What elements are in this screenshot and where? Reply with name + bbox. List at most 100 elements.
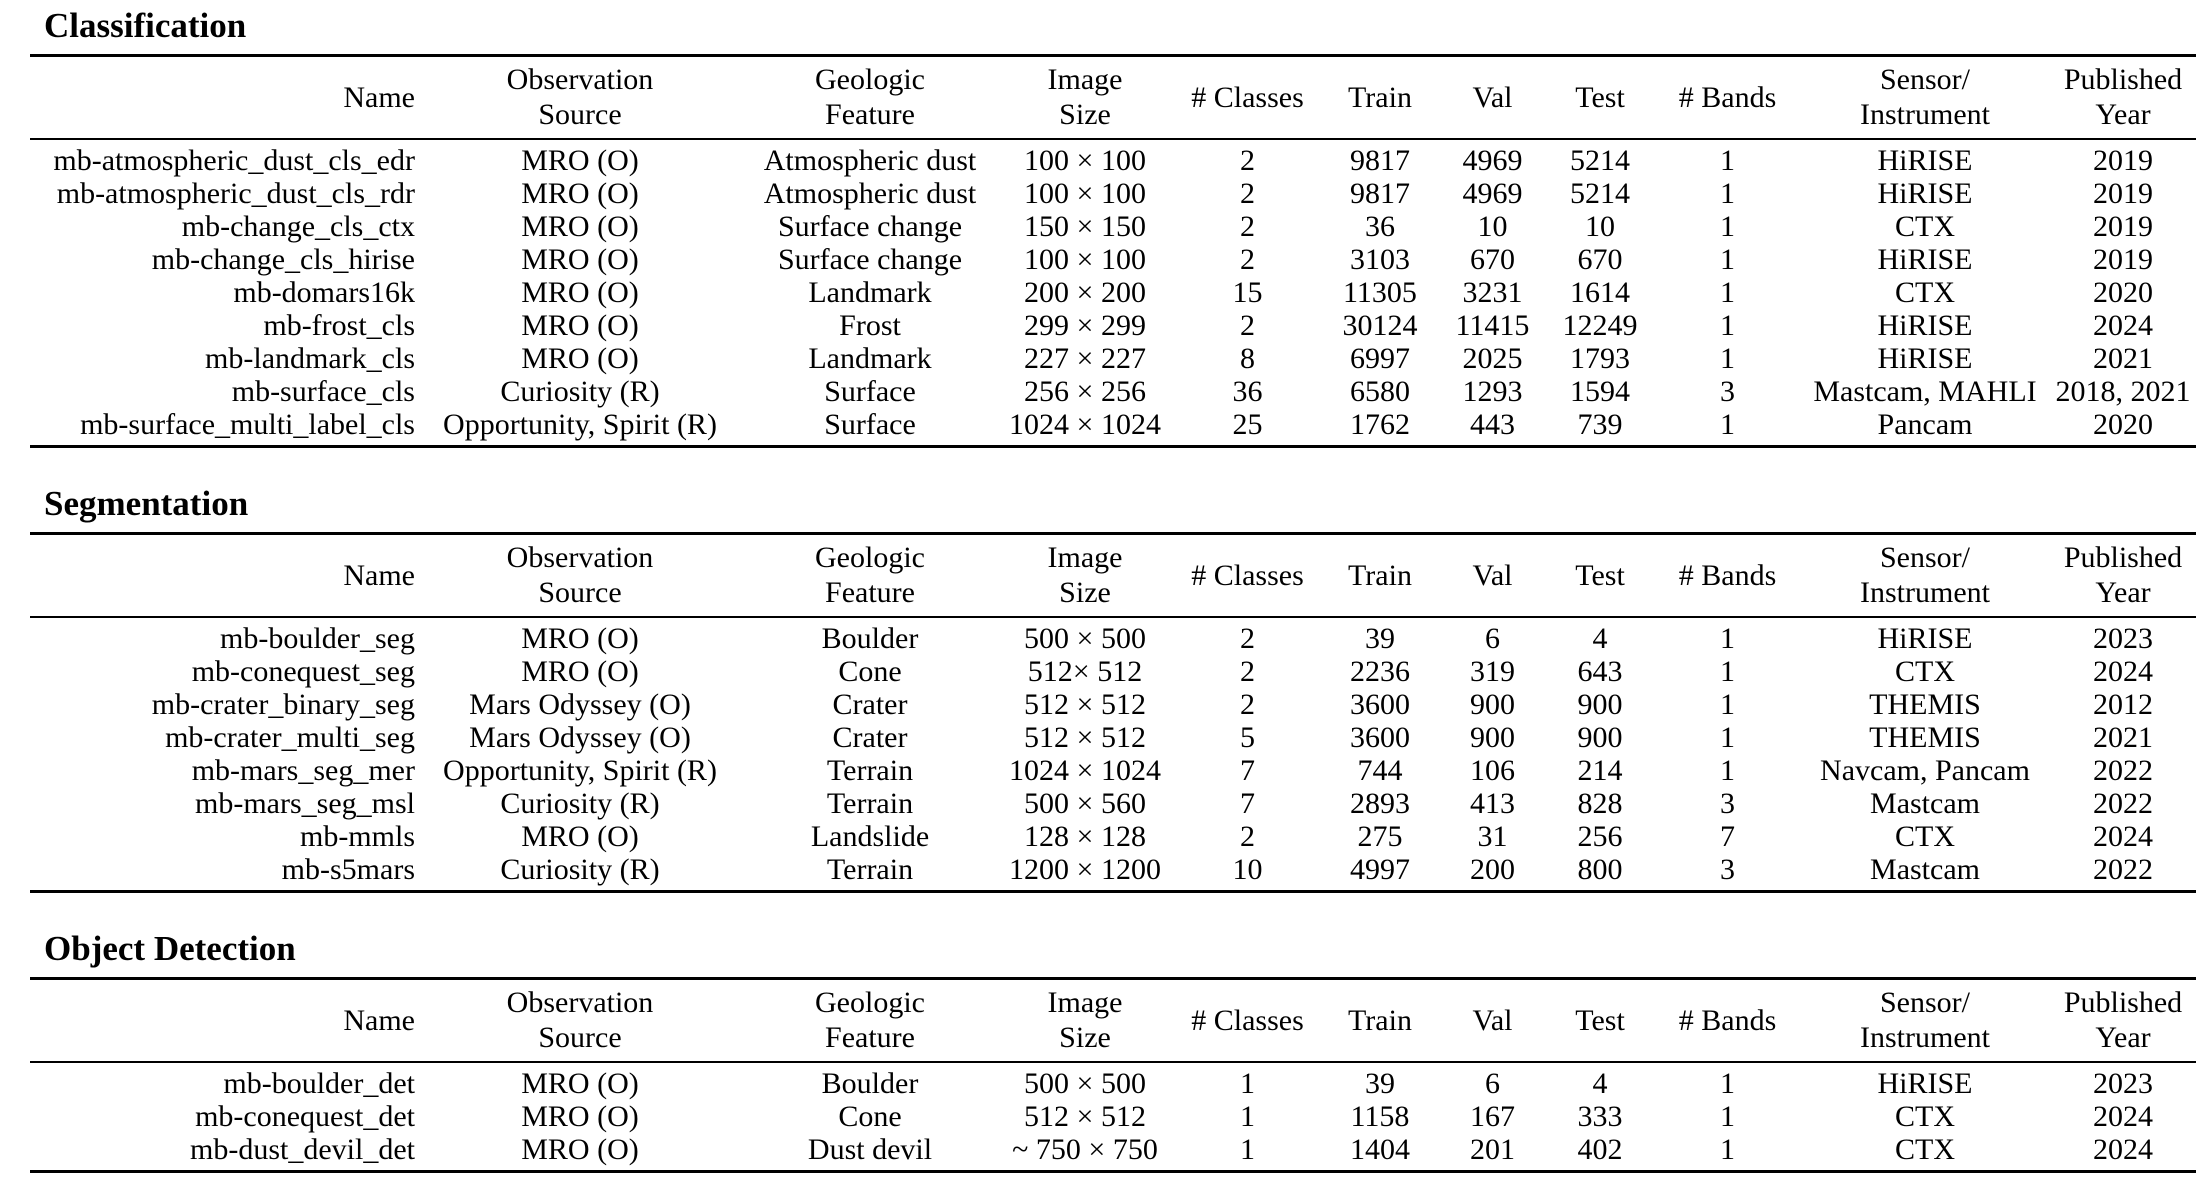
table-row: mb-frost_cls MRO (O) Frost 299 × 299 2 30124 1… [30,309,2196,342]
datasets-table-classification: Name Observation Source Geologic Feature Imag… [30,54,2196,448]
cell-bands: 3 [1720,853,1735,886]
column-header-classes: # Classes [1175,533,1320,618]
column-header-year: Published Year [2050,533,2196,618]
cell-test: 828 [1577,787,1623,820]
cell-feature: Surface [824,408,916,441]
cell-name: mb-conequest_seg [191,655,415,688]
cell-bands: 1 [1720,309,1735,342]
table-row: mb-conequest_seg MRO (O) Cone 512× 512 2 2236… [30,655,2196,688]
cell-train: 3600 [1350,688,1410,721]
cell-source: MRO (O) [521,342,639,375]
cell-val: 11415 [1455,309,1530,342]
column-header-line: Instrument [1860,1021,1990,1054]
cell-size: 500 × 560 [1024,787,1146,820]
cell-year: 2024 [2093,1133,2153,1166]
cell-sensor: HiRISE [1877,342,1973,375]
cell-size: 512× 512 [1027,655,1143,688]
column-header-line: Test [1575,80,1625,114]
cell-test: 1594 [1570,375,1630,408]
cell-sensor: THEMIS [1869,688,1981,721]
cell-feature: Cone [838,1100,902,1133]
section-title-classification: Classification [44,6,247,45]
column-header-line: Feature [825,1021,915,1054]
cell-val: 2025 [1462,342,1523,375]
cell-val: 413 [1470,787,1515,820]
cell-bands: 1 [1720,622,1735,655]
cell-size: 1024 × 1024 [1009,408,1161,441]
table-row: mb-domars16k MRO (O) Landmark 200 × 200 15 11… [30,276,2196,309]
table-section: Classification Name Observation Source Geol… [0,6,2208,448]
cell-name: mb-boulder_det [223,1067,415,1100]
cell-source: Opportunity, Spirit (R) [443,754,717,787]
column-header-feature: Geologic Feature [745,978,995,1063]
column-header-line: Observation [506,63,654,96]
column-header-line: Feature [825,576,915,609]
column-header-line: Val [1472,558,1513,592]
column-header-val: Val [1440,533,1545,618]
cell-size: ~ 750 × 750 [1012,1133,1158,1166]
table-row: mb-crater_multi_seg Mars Odyssey (O) Crate… [30,721,2196,754]
column-header-name: Name [30,533,415,618]
cell-train: 3600 [1350,721,1410,754]
column-header-line: # Classes [1191,558,1304,592]
cell-val: 443 [1470,408,1515,441]
cell-feature: Frost [839,309,901,342]
table-body: mb-atmospheric_dust_cls_edr MRO (O) Atmosp… [30,139,2196,447]
table-row: mb-crater_binary_seg Mars Odyssey (O) Crat… [30,688,2196,721]
cell-year: 2022 [2093,853,2153,886]
cell-source: MRO (O) [521,309,639,342]
cell-train: 39 [1365,622,1395,655]
cell-test: 670 [1577,243,1623,276]
cell-source: MRO (O) [521,243,639,276]
cell-classes: 2 [1240,210,1255,243]
column-header-classes: # Classes [1175,55,1320,140]
cell-year: 2018, 2021 [2055,375,2191,408]
cell-year: 2022 [2093,754,2153,787]
column-header-year: Published Year [2050,978,2196,1063]
column-header-line: Train [1348,558,1412,592]
cell-train: 2236 [1350,655,1410,688]
cell-test: 5214 [1570,144,1630,177]
cell-size: 100 × 100 [1024,243,1146,276]
cell-classes: 2 [1240,243,1255,276]
column-header-test: Test [1545,978,1655,1063]
cell-sensor: CTX [1895,1133,1955,1166]
table-row: mb-mmls MRO (O) Landslide 128 × 128 2 275 31 25… [30,820,2196,853]
cell-year: 2020 [2093,276,2153,309]
cell-test: 333 [1577,1100,1623,1133]
cell-train: 1762 [1350,408,1410,441]
column-header-line: Size [1059,576,1111,609]
table-section: Segmentation Name Observation Source Geolog… [0,484,2208,893]
column-header-bands: # Bands [1655,978,1800,1063]
cell-val: 167 [1470,1100,1515,1133]
cell-sensor: Navcam, Pancam [1820,754,2030,787]
table-row: mb-boulder_seg MRO (O) Boulder 500 × 500 2 39… [30,617,2196,655]
cell-classes: 7 [1240,754,1255,787]
table-row: mb-change_cls_ctx MRO (O) Surface change 15… [30,210,2196,243]
column-header-size: Image Size [995,533,1175,618]
cell-classes: 1 [1240,1133,1255,1166]
cell-val: 200 [1470,853,1515,886]
cell-name: mb-crater_binary_seg [151,688,415,721]
cell-size: 256 × 256 [1024,375,1146,408]
cell-bands: 1 [1720,655,1735,688]
column-header-line: Name [343,1003,415,1037]
cell-train: 9817 [1350,177,1410,210]
cell-train: 11305 [1343,276,1417,309]
cell-bands: 1 [1720,1133,1735,1166]
column-header-line: Train [1348,1003,1412,1037]
cell-feature: Dust devil [807,1133,933,1166]
cell-classes: 36 [1232,375,1263,408]
table-row: mb-dust_devil_det MRO (O) Dust devil ~ 750 … [30,1133,2196,1172]
cell-year: 2022 [2093,787,2153,820]
column-header-line: # Classes [1191,1003,1304,1037]
cell-name: mb-frost_cls [263,309,415,342]
cell-name: mb-atmospheric_dust_cls_rdr [56,177,415,210]
table-body: mb-boulder_seg MRO (O) Boulder 500 × 500 2 39… [30,617,2196,892]
table-row: mb-atmospheric_dust_cls_edr MRO (O) Atmosp… [30,139,2196,177]
cell-val: 201 [1470,1133,1515,1166]
cell-bands: 1 [1720,721,1735,754]
cell-source: MRO (O) [521,655,639,688]
column-header-source: Observation Source [415,978,745,1063]
cell-test: 10 [1585,210,1615,243]
